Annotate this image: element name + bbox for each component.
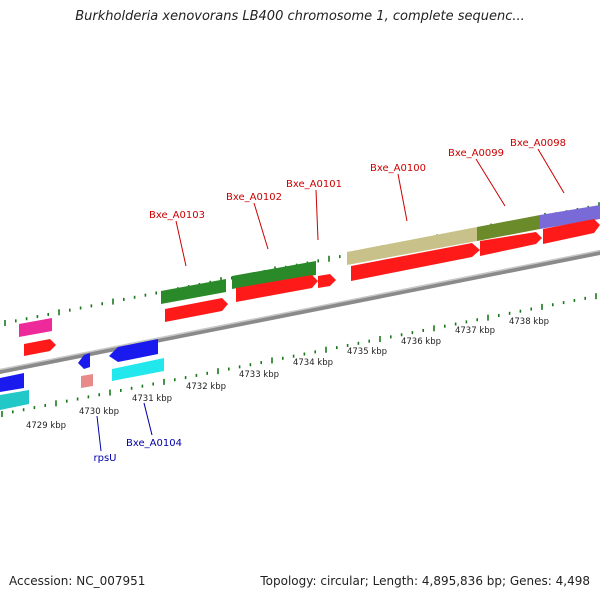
cds-forward-arrow[interactable] xyxy=(351,243,480,281)
cds-forward-arrow[interactable] xyxy=(236,275,318,302)
chromosome-backbone-highlight xyxy=(0,249,600,371)
gene-label[interactable]: rpsU xyxy=(94,453,117,464)
tick-label: 4729 kbp xyxy=(26,421,66,431)
cds-reverse-arrow[interactable] xyxy=(112,358,164,381)
cds-reverse-arrow[interactable] xyxy=(78,353,90,369)
gene-label[interactable]: Bxe_A0100 xyxy=(370,163,426,174)
cds-forward-arrow[interactable] xyxy=(480,232,542,256)
tick-label: 4738 kbp xyxy=(509,317,549,327)
cds-forward-arrow[interactable] xyxy=(543,219,600,244)
cds-forward-arrow[interactable] xyxy=(318,274,336,288)
gene-label[interactable]: Bxe_A0101 xyxy=(286,179,342,190)
gene-label[interactable]: Bxe_A0102 xyxy=(226,192,282,203)
accession-text: Accession: NC_007951 xyxy=(9,574,146,588)
feature-bar-purple[interactable] xyxy=(540,205,600,229)
map-title: Burkholderia xenovorans LB400 chromosome… xyxy=(75,9,525,24)
cds-reverse-arrow[interactable] xyxy=(81,374,93,388)
gene-label[interactable]: Bxe_A0104 xyxy=(126,438,182,449)
feature-bar-khaki[interactable] xyxy=(347,227,477,265)
cds-forward-arrow[interactable] xyxy=(165,298,228,322)
tick-label: 4733 kbp xyxy=(239,370,279,380)
cds-reverse-arrow[interactable] xyxy=(0,390,29,410)
feature-bar-olive[interactable] xyxy=(477,215,540,241)
gene-label[interactable]: Bxe_A0098 xyxy=(510,138,566,149)
tick-label: 4730 kbp xyxy=(79,407,119,417)
feature-bar-magenta[interactable] xyxy=(19,318,52,337)
topology-stats-text: Topology: circular; Length: 4,895,836 bp… xyxy=(260,574,590,588)
feature-bar-green[interactable] xyxy=(161,279,226,304)
tick-label: 4735 kbp xyxy=(347,347,387,357)
gene-label[interactable]: Bxe_A0099 xyxy=(448,148,504,159)
cds-reverse-arrow[interactable] xyxy=(109,339,158,362)
label-leader-lines xyxy=(96,148,565,452)
tick-label: 4732 kbp xyxy=(186,382,226,392)
tick-label: 4736 kbp xyxy=(401,337,441,347)
tick-labels: 4729 kbp 4730 kbp 4731 kbp 4732 kbp 4733… xyxy=(26,317,549,431)
tick-label: 4734 kbp xyxy=(293,358,333,368)
feature-bar-green[interactable] xyxy=(232,261,316,289)
tick-row-lower xyxy=(1,293,597,417)
cds-forward-arrow[interactable] xyxy=(24,339,56,356)
tick-label: 4731 kbp xyxy=(132,394,172,404)
tick-label: 4737 kbp xyxy=(455,326,495,336)
cds-reverse-arrow[interactable] xyxy=(0,373,24,392)
gene-label[interactable]: Bxe_A0103 xyxy=(149,210,205,221)
